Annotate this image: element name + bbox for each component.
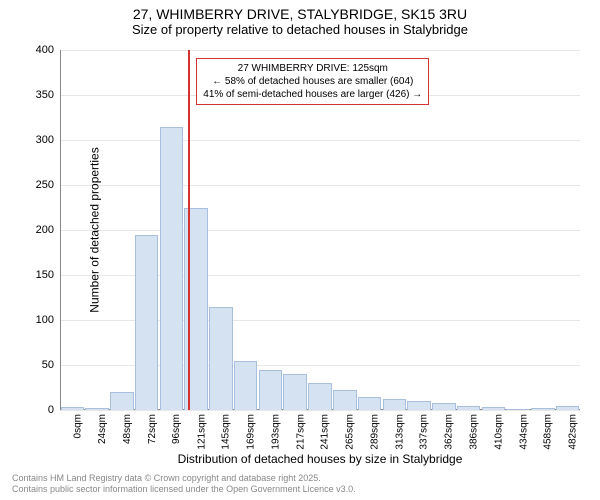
x-tick-label: 241sqm [320,414,331,450]
histogram-bar [85,408,109,410]
grid-line [60,185,580,186]
histogram-bar [160,127,184,411]
chart-title: 27, WHIMBERRY DRIVE, STALYBRIDGE, SK15 3… [0,0,600,22]
x-tick-label: 337sqm [419,414,430,450]
histogram-bar [308,383,332,410]
annotation-line: 41% of semi-detached houses are larger (… [203,88,422,101]
x-tick-label: 434sqm [518,414,529,450]
histogram-bar [383,399,407,410]
footer-line-2: Contains public sector information licen… [12,484,356,496]
y-tick-label: 200 [36,224,54,236]
x-tick-label: 410sqm [493,414,504,450]
y-tick-label: 250 [36,179,54,191]
histogram-bar [432,403,456,410]
histogram-bar [61,407,85,410]
y-tick-label: 300 [36,134,54,146]
histogram-bar [531,408,555,410]
histogram-bar [209,307,233,411]
histogram-bar [457,406,481,411]
histogram-bar [407,401,431,410]
histogram-bar [358,397,382,411]
x-tick-label: 289sqm [370,414,381,450]
histogram-bar [259,370,283,411]
histogram-bar [110,392,134,410]
y-tick-label: 50 [42,359,54,371]
x-axis-label: Distribution of detached houses by size … [60,452,580,466]
y-tick-label: 150 [36,269,54,281]
x-tick-label: 96sqm [171,414,182,444]
x-tick-label: 72sqm [147,414,158,444]
histogram-bar [135,235,159,411]
chart-subtitle: Size of property relative to detached ho… [0,22,600,41]
x-tick-label: 313sqm [394,414,405,450]
x-tick-label: 217sqm [295,414,306,450]
annotation-line: 27 WHIMBERRY DRIVE: 125sqm [203,62,422,75]
histogram-bar [506,409,530,410]
annotation-line: ← 58% of detached houses are smaller (60… [203,75,422,88]
x-tick-label: 0sqm [72,414,83,438]
x-tick-label: 24sqm [97,414,108,444]
x-tick-label: 193sqm [270,414,281,450]
x-tick-label: 265sqm [345,414,356,450]
y-tick-label: 100 [36,314,54,326]
x-tick-label: 121sqm [196,414,207,450]
histogram-bar [482,407,506,410]
x-tick-label: 386sqm [469,414,480,450]
histogram-bar [333,390,357,410]
histogram-bar [283,374,307,410]
grid-line [60,230,580,231]
y-axis-label: Number of detached properties [88,147,102,312]
grid-line [60,50,580,51]
grid-line [60,410,580,411]
footer-line-1: Contains HM Land Registry data © Crown c… [12,473,356,485]
histogram-bar [234,361,258,411]
y-tick-label: 400 [36,44,54,56]
property-marker-line [188,50,190,410]
x-tick-label: 362sqm [444,414,455,450]
x-tick-label: 482sqm [568,414,579,450]
grid-line [60,140,580,141]
annotation-box: 27 WHIMBERRY DRIVE: 125sqm← 58% of detac… [196,58,429,105]
histogram-bar [556,406,580,411]
x-tick-label: 145sqm [221,414,232,450]
chart-container: 27, WHIMBERRY DRIVE, STALYBRIDGE, SK15 3… [0,0,600,500]
y-axis-line [60,50,61,410]
x-tick-label: 48sqm [122,414,133,444]
y-tick-label: 0 [48,404,54,416]
chart-area: 0501001502002503003504000sqm24sqm48sqm72… [60,50,580,410]
x-tick-label: 169sqm [246,414,257,450]
plot-region: 0501001502002503003504000sqm24sqm48sqm72… [60,50,580,410]
footer-text: Contains HM Land Registry data © Crown c… [12,473,356,496]
x-tick-label: 458sqm [543,414,554,450]
y-tick-label: 350 [36,89,54,101]
